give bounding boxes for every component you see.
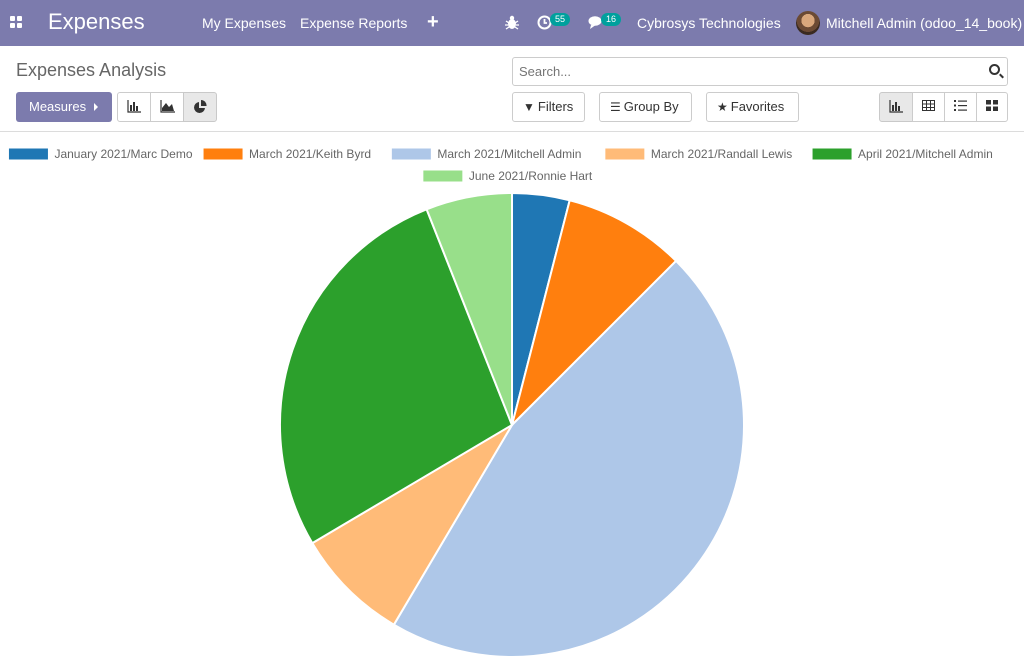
favorites-label: Favorites <box>730 99 785 114</box>
pie-slice[interactable] <box>279 207 514 545</box>
message-count-badge: 16 <box>601 13 622 26</box>
legend-swatch[interactable] <box>390 147 432 161</box>
activity-count-badge: 55 <box>550 13 571 26</box>
legend-label[interactable]: April 2021/Mitchell Admin <box>858 147 993 161</box>
filters-label: Filters <box>537 99 574 114</box>
graph-view-button[interactable] <box>879 92 913 122</box>
top-navbar: Expenses My Expenses Expense Reports + 5… <box>0 0 1024 46</box>
group-by-icon: ☰ <box>610 100 621 114</box>
apps-icon[interactable] <box>10 16 23 29</box>
line-chart-button[interactable] <box>150 92 184 122</box>
line-chart-icon <box>159 100 175 113</box>
search-input[interactable] <box>513 58 973 85</box>
legend-label[interactable]: March 2021/Randall Lewis <box>651 147 792 161</box>
legend-swatch[interactable] <box>604 147 646 161</box>
caret-right-icon <box>94 103 98 111</box>
chart-area: January 2021/Marc Demo March 2021/Keith B… <box>0 131 1024 660</box>
search-box <box>512 57 1008 86</box>
bar-chart-button[interactable] <box>117 92 151 122</box>
legend-swatch[interactable] <box>202 147 244 161</box>
pivot-view-icon <box>922 100 935 111</box>
pie-slice[interactable] <box>392 259 745 658</box>
pie-slice[interactable] <box>510 199 678 429</box>
nav-my-expenses[interactable]: My Expenses <box>202 15 287 31</box>
legend-swatch[interactable] <box>422 169 464 183</box>
nav-expense-reports[interactable]: Expense Reports <box>300 15 408 31</box>
page-title: Expenses Analysis <box>16 60 167 80</box>
graph-view-icon <box>889 100 903 113</box>
company-switcher[interactable]: Cybrosys Technologies <box>637 15 781 31</box>
legend-label[interactable]: March 2021/Mitchell Admin <box>437 147 581 161</box>
group-by-button[interactable]: ☰ Group By <box>599 92 692 122</box>
measures-button[interactable]: Measures <box>16 92 112 122</box>
pie-slice[interactable] <box>310 424 513 627</box>
search-icon[interactable] <box>989 64 1000 75</box>
legend-swatch[interactable] <box>7 147 49 161</box>
filters-button[interactable]: ▼ Filters <box>512 92 585 122</box>
list-view-button[interactable] <box>944 92 977 122</box>
app-title[interactable]: Expenses <box>48 9 145 34</box>
pie-chart-icon <box>194 100 207 113</box>
pie-chart: January 2021/Marc Demo March 2021/Keith B… <box>7 147 993 658</box>
pivot-view-button[interactable] <box>912 92 945 122</box>
pie-chart-button[interactable] <box>183 92 217 122</box>
favorites-button[interactable]: ★ Favorites <box>706 92 799 122</box>
star-icon: ★ <box>717 100 728 114</box>
legend-swatch[interactable] <box>811 147 853 161</box>
avatar[interactable] <box>796 11 820 35</box>
legend-label[interactable]: January 2021/Marc Demo <box>54 147 192 161</box>
list-view-icon <box>954 100 967 111</box>
filter-icon: ▼ <box>523 100 535 114</box>
kanban-view-icon <box>986 100 998 111</box>
legend-label[interactable]: March 2021/Keith Byrd <box>249 147 371 161</box>
bug-icon[interactable] <box>505 15 519 30</box>
kanban-view-button[interactable] <box>976 92 1008 122</box>
new-item-button[interactable]: + <box>427 11 439 33</box>
group-by-label: Group By <box>623 99 679 114</box>
pie-slice[interactable] <box>425 191 513 426</box>
bar-chart-icon <box>127 100 141 113</box>
messages-icon[interactable] <box>588 15 605 30</box>
measures-label: Measures <box>29 99 87 114</box>
user-menu[interactable]: Mitchell Admin (odoo_14_book) <box>826 15 1023 31</box>
legend-label[interactable]: June 2021/Ronnie Hart <box>469 169 593 183</box>
